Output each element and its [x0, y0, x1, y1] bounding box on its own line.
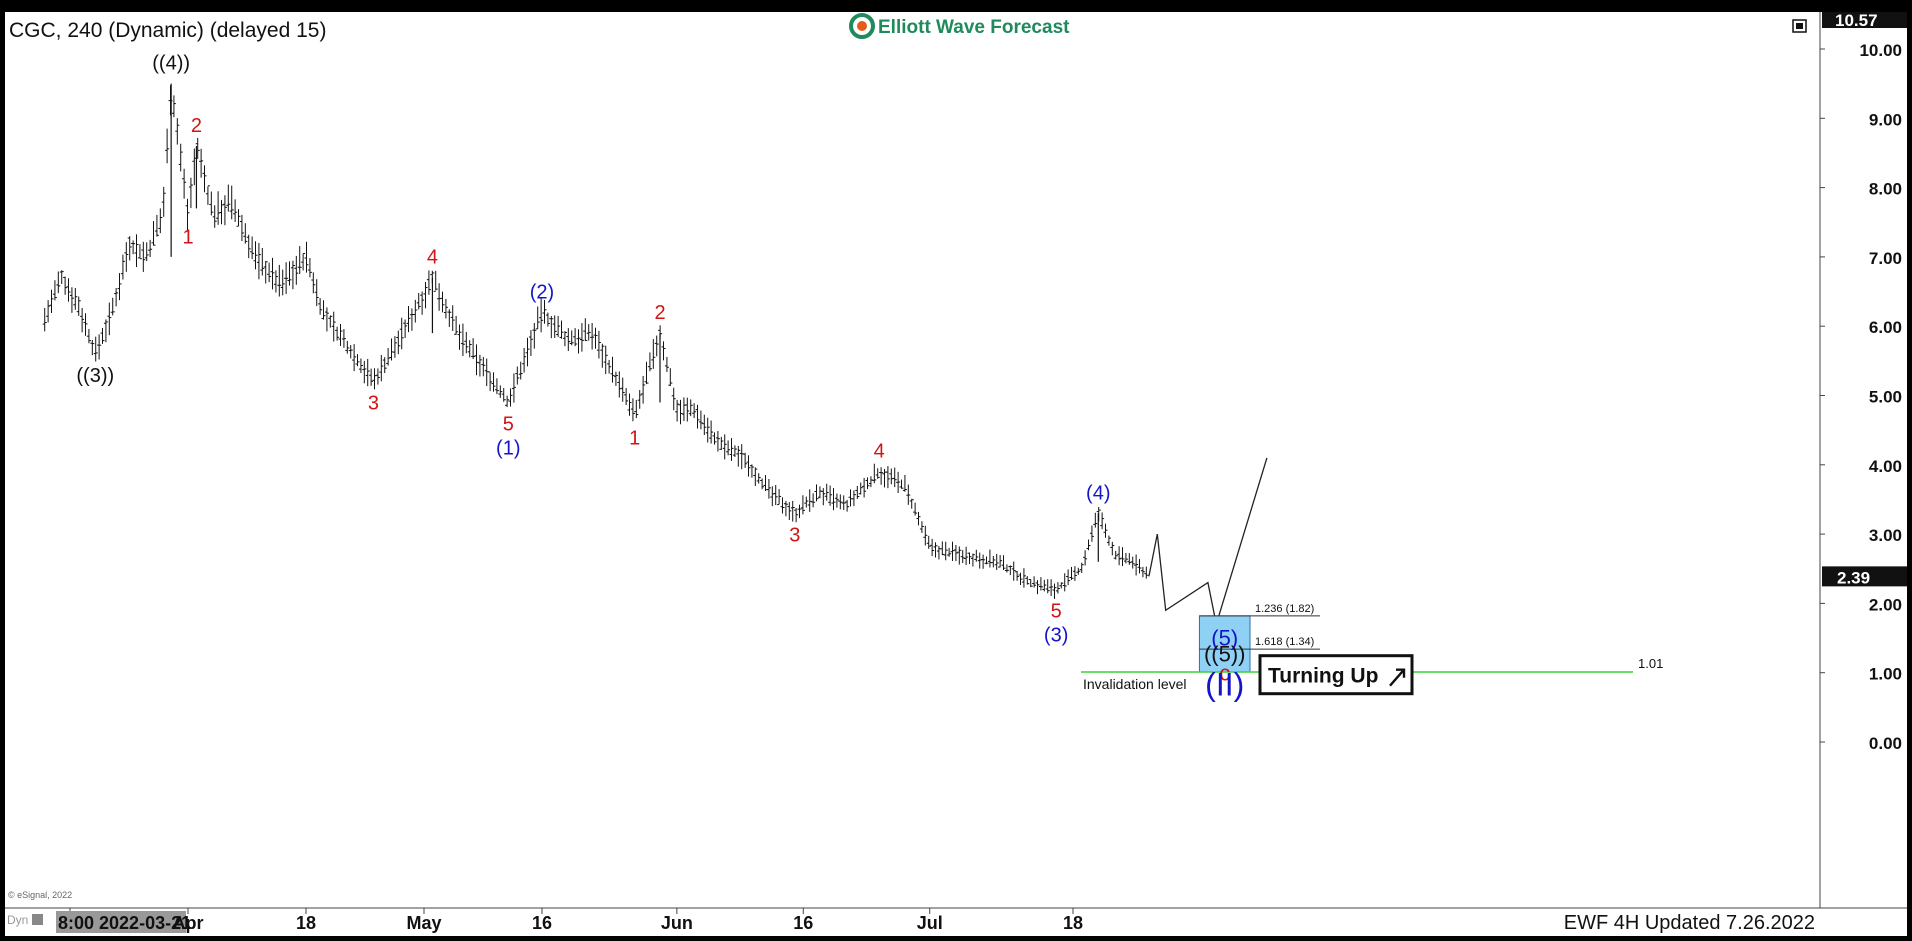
y-tick-label: 8.00	[1869, 180, 1902, 199]
last-price-tag: 2.39	[1822, 566, 1907, 587]
wave-label: ((4))	[152, 53, 190, 75]
wave-label: 5	[1051, 601, 1062, 623]
wave-label: (3)	[1044, 625, 1068, 647]
dyn-icon	[32, 914, 43, 925]
x-tick-highlight	[56, 911, 186, 933]
x-tick-label: 16	[532, 913, 552, 933]
target-zone-box	[1198, 615, 1251, 673]
top-price-tag: 10.57	[1822, 11, 1907, 30]
wave-label: (2)	[530, 281, 554, 303]
window-restore-icon[interactable]	[1792, 19, 1807, 33]
wave-label: 5	[503, 413, 514, 435]
x-tick-label: 8:00 2022-03-21	[58, 913, 191, 933]
brand-name: Elliott Wave Forecast	[878, 17, 1070, 38]
wave-label: 4	[427, 247, 438, 269]
wave-label: 2	[191, 115, 202, 137]
y-tick-label: 7.00	[1869, 249, 1902, 268]
projection-path	[1148, 457, 1268, 625]
x-tick-label: May	[406, 913, 441, 933]
y-tick-label: 2.00	[1869, 595, 1902, 614]
footer-updated: EWF 4H Updated 7.26.2022	[1564, 912, 1815, 934]
y-tick-label: 5.00	[1869, 388, 1902, 407]
wave-label: (1)	[496, 437, 520, 459]
top-price-value: 10.57	[1835, 12, 1878, 30]
wave-label: 1	[182, 226, 193, 248]
brand-logo-icon	[849, 13, 875, 39]
target-wave-label: ((5))	[1204, 641, 1246, 666]
brand-logo: Elliott Wave Forecast	[849, 13, 1070, 39]
turning-up-text: Turning Up	[1268, 665, 1378, 688]
x-tick-label: Jul	[917, 913, 943, 933]
x-tick-label: 18	[1063, 913, 1083, 933]
last-price-value: 2.39	[1837, 568, 1870, 587]
y-tick-label: 0.00	[1869, 734, 1902, 753]
turning-up-badge	[1258, 654, 1414, 696]
x-tick-label: 16	[793, 913, 813, 933]
y-tick-label: 3.00	[1869, 526, 1902, 545]
invalidation-value: 1.01	[1638, 656, 1663, 671]
wave-label: 2	[654, 302, 665, 324]
dyn-label: Dyn	[7, 913, 28, 927]
wave-label: 4	[874, 441, 885, 463]
y-tick-label: 10.00	[1859, 41, 1902, 60]
fib-level-label: 1.618 (1.34)	[1255, 636, 1314, 648]
y-tick-label: 4.00	[1869, 457, 1902, 476]
target-wave-label: c	[1219, 661, 1230, 686]
ohlc-bars	[42, 83, 1149, 599]
invalidation-label: Invalidation level	[1083, 676, 1187, 692]
x-tick-label: Apr	[173, 913, 204, 933]
chart-panel: CGC, 240 (Dynamic) (delayed 15) Elliott …	[5, 11, 1907, 936]
price-chart[interactable]: CGC, 240 (Dynamic) (delayed 15) Elliott …	[5, 11, 1907, 936]
wave-label: 3	[368, 393, 379, 415]
brand-logo-icon-core	[857, 21, 867, 31]
price-axis-ticks: 0.00 1.00 2.00 3.00 4.00 5.00 6.00 7.00 8.00 9.00…	[1820, 41, 1902, 753]
wave-label: (4)	[1086, 482, 1110, 504]
projection-line	[1148, 457, 1268, 625]
x-tick-label: Jun	[661, 913, 693, 933]
symbol-title: CGC, 240 (Dynamic) (delayed 15)	[9, 19, 326, 42]
y-tick-label: 6.00	[1869, 318, 1902, 337]
y-tick-label: 9.00	[1869, 110, 1902, 129]
wave-label: 3	[789, 524, 800, 546]
wave-label: 1	[629, 427, 640, 449]
fib-level-label: 1.236 (1.82)	[1255, 603, 1314, 615]
arrow-up-right-icon	[1389, 668, 1406, 687]
x-tick-label: 18	[296, 913, 316, 933]
y-tick-label: 1.00	[1869, 665, 1902, 684]
copyright-text: © eSignal, 2022	[8, 890, 72, 900]
wave-label: ((3))	[76, 365, 114, 387]
target-wave-label: (5)	[1211, 626, 1238, 651]
target-wave-label: (II)	[1205, 666, 1244, 702]
target-zone: 1.236 (1.82) 1.618 (1.34) Invalidation lev…	[1081, 603, 1663, 702]
